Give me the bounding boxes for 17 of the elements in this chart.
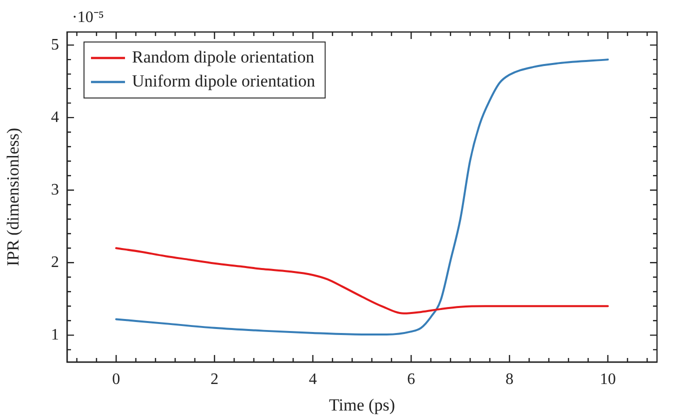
y-tick-label: 3 [51, 181, 59, 198]
legend-label: Random dipole orientation [132, 47, 315, 66]
y-tick-label: 4 [51, 108, 59, 126]
x-tick-label: 10 [600, 370, 616, 388]
x-axis-title: Time (ps) [329, 395, 395, 414]
y-axis-title: IPR (dimensionless) [4, 128, 23, 266]
x-tick-label: 2 [210, 370, 218, 388]
legend-label: Uniform dipole orientation [132, 71, 316, 90]
x-tick-label: 6 [407, 370, 416, 388]
y-tick-label: 1 [51, 326, 59, 344]
x-tick-label: 0 [112, 370, 120, 388]
line-series [115, 247, 609, 314]
y-tick-label: 2 [51, 254, 59, 271]
x-tick-label: 8 [506, 370, 514, 388]
y-tick-label: 5 [51, 36, 59, 54]
x-tick-label: 4 [308, 370, 317, 388]
text: ·10⁻⁵ [72, 9, 104, 26]
